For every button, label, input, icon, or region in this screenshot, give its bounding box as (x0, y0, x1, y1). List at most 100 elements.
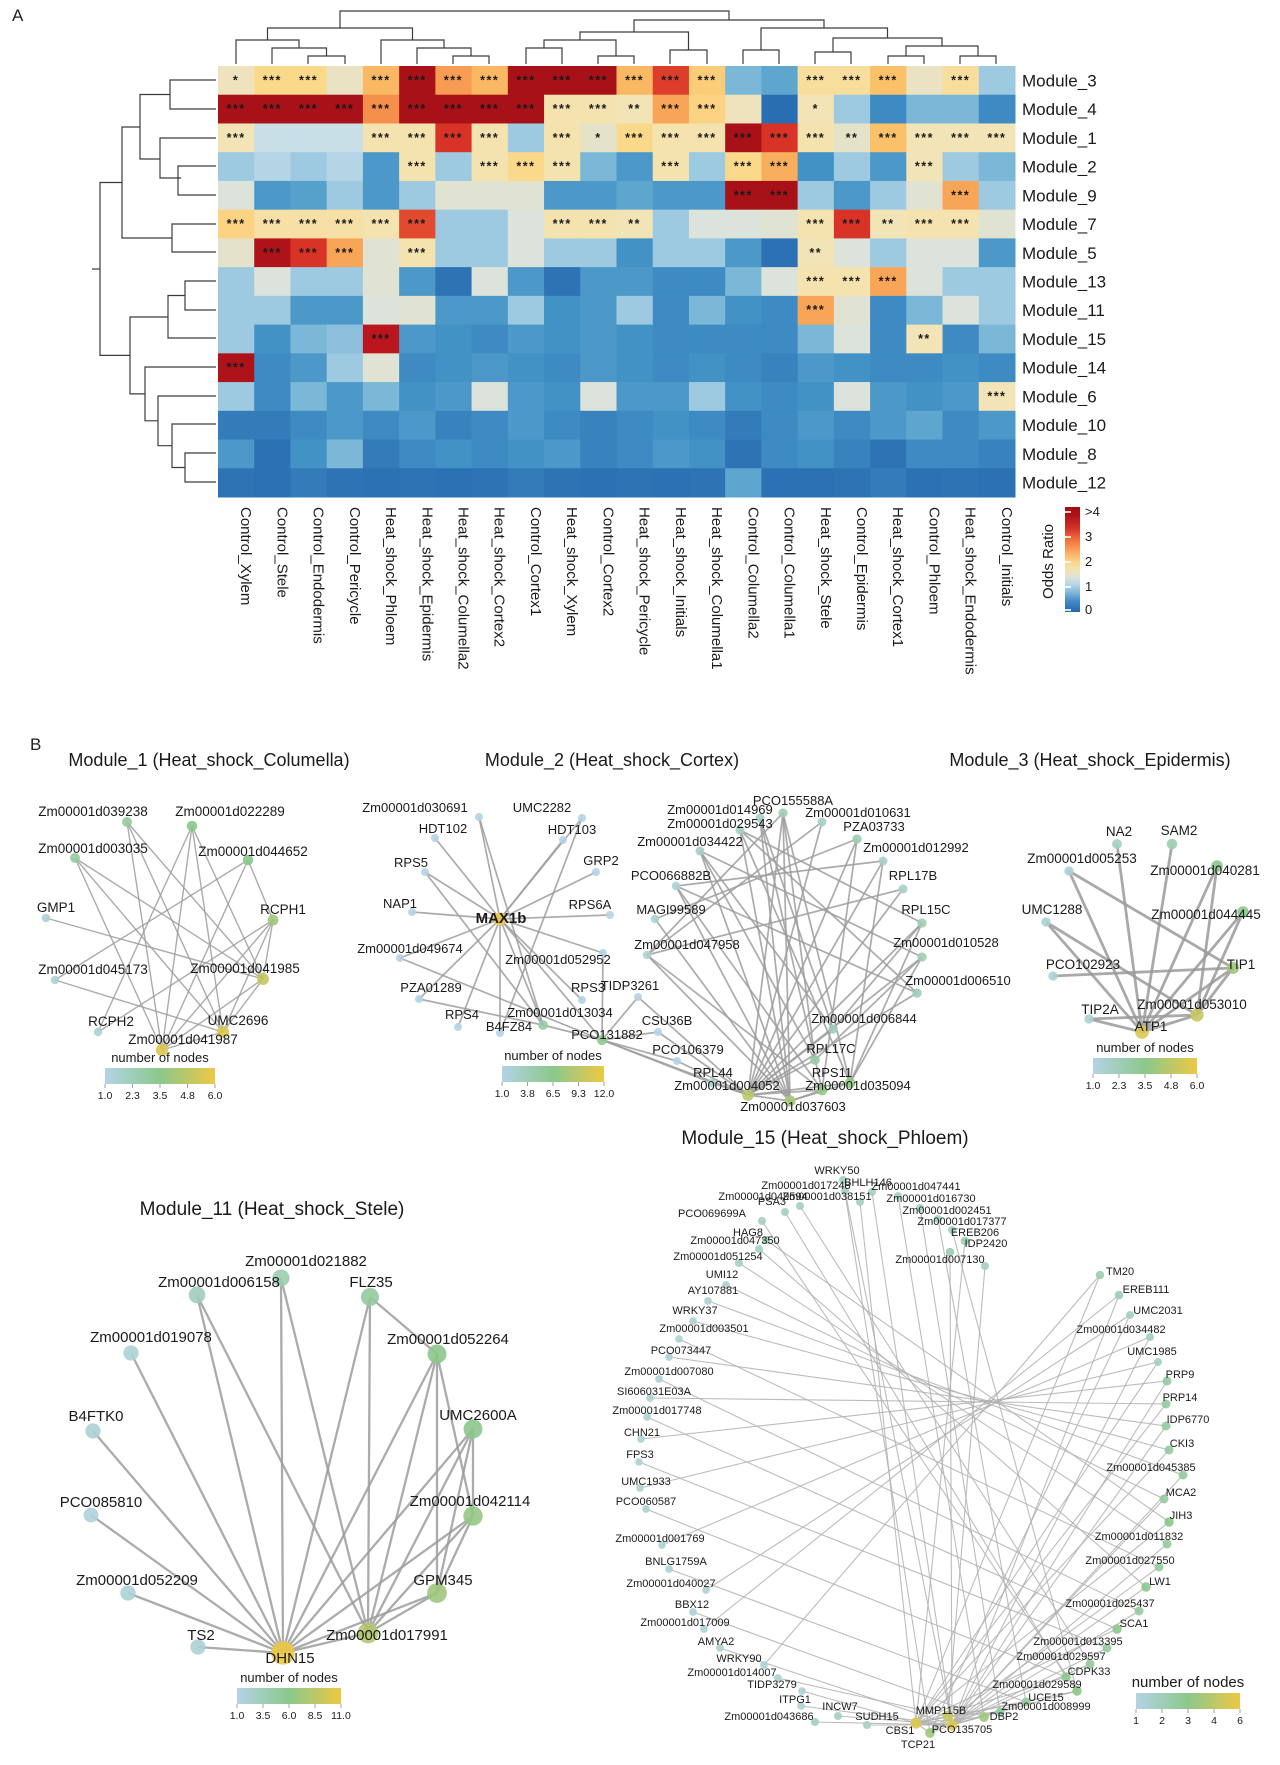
significance-stars-label: *** (915, 217, 934, 231)
heatmap-cell (435, 238, 473, 268)
heatmap-cell (544, 439, 581, 469)
network-node (155, 1043, 169, 1057)
network-node (1161, 1421, 1171, 1431)
node-labels: Zm00001d039238 Zm00001d022289 Zm00001d0030… (37, 804, 308, 1047)
heatmap-cell (833, 66, 871, 96)
heatmap-cell (290, 238, 328, 268)
colorbar-tick-label: 0 (1085, 602, 1092, 617)
network-edge (127, 1591, 284, 1655)
heatmap-cell (399, 94, 436, 124)
heatmap-cell (362, 152, 400, 182)
node-label: PZA03733 (843, 819, 904, 834)
heatmap-cell (362, 295, 400, 326)
column-label: Heat_shock_Cortex2 (491, 507, 508, 647)
heatmap-cell (471, 295, 509, 326)
heatmap-cell (507, 439, 545, 469)
node-label: Zm00001d022289 (175, 804, 285, 819)
dendrogram-branch (669, 49, 708, 64)
heatmap-cell (580, 94, 617, 124)
network-node (917, 918, 927, 928)
network-node (41, 913, 51, 923)
network-edge (399, 918, 501, 959)
significance-stars-label: *** (770, 131, 789, 145)
network-edge (1052, 966, 1234, 978)
network-edge (640, 1380, 1168, 1440)
heatmap-cell (942, 295, 980, 326)
heatmap-cell (326, 410, 364, 441)
significance-stars-label: *** (444, 102, 463, 116)
network-edge (1115, 843, 1144, 1033)
network-node (1211, 860, 1223, 872)
dendrogram-branch (184, 280, 216, 311)
network-node (878, 856, 888, 866)
network-module_15: PCO069699A PSA3Zm00001d049594Zm00001d0172… (612, 1165, 1244, 1751)
node-count-legend: number of nodes 1.0 3.5 6.0 8.5 11.0 (230, 1670, 351, 1722)
network-edge (739, 829, 923, 924)
node-label: RPS3 (571, 980, 605, 995)
network-edge (947, 1265, 986, 1717)
heatmap-cell (218, 209, 255, 239)
network-node (267, 914, 279, 926)
network-node (493, 912, 507, 926)
legend-tick-label: 1.0 (495, 1088, 510, 1100)
legend-tick-label: 6.0 (282, 1710, 297, 1722)
network-edge (657, 1031, 749, 1096)
heatmap-cell (399, 209, 436, 239)
heatmap-cell (616, 123, 654, 153)
node-label: UMC1985 (1127, 1346, 1177, 1358)
column-label: Heat_shock_Stele (817, 507, 834, 629)
heatmap-cell (906, 353, 944, 383)
network-edge (777, 1677, 949, 1717)
node-label: Zm00001d019078 (90, 1329, 212, 1346)
heatmap-cell (544, 238, 581, 268)
top-dendrogram (235, 10, 997, 64)
significance-stars-label: *** (299, 217, 318, 231)
heatmap-cell (725, 180, 762, 211)
heatmap-cell (471, 324, 509, 354)
heatmap-cell (326, 468, 364, 498)
network-edge (1088, 1017, 1143, 1034)
row-label: Module_11 (1022, 301, 1105, 320)
node-label: B4FZ84 (486, 1019, 532, 1034)
significance-stars-label: ** (809, 246, 822, 260)
dendrogram-branch (177, 165, 216, 196)
heatmap-cell (290, 382, 328, 412)
network-edge (1045, 920, 1198, 1017)
network-edge (1088, 1013, 1198, 1021)
network-edge (747, 888, 904, 1096)
significance-stars-label: *** (480, 160, 499, 174)
legend-tick-label: 8.5 (308, 1710, 323, 1722)
network-node (1164, 1517, 1174, 1527)
node-label: PCO066882B (631, 868, 711, 883)
heatmap-cell (870, 353, 907, 383)
heatmap-cell (616, 180, 654, 211)
heatmap-cell (870, 267, 907, 297)
network-node (475, 813, 483, 821)
network-edge (951, 1336, 1151, 1726)
heatmap-cell (870, 209, 907, 239)
network-edges (90, 1277, 475, 1655)
network-edge (411, 911, 501, 920)
heatmap-cell (435, 410, 473, 441)
network-edge (747, 812, 784, 1096)
significance-stars-label: *** (661, 73, 680, 87)
network-node (408, 908, 416, 916)
significance-stars-label: *** (915, 131, 934, 145)
heatmap-cell (833, 267, 871, 297)
heatmap-cell (254, 439, 291, 469)
heatmap-cell (507, 267, 545, 297)
network-node (817, 817, 827, 827)
network-edge (937, 1218, 1027, 1703)
heatmap-cell (942, 180, 980, 211)
heatmap-cell (290, 410, 328, 441)
node-label: UMC2282 (513, 800, 572, 815)
legend-tick-label: 4.8 (180, 1090, 195, 1102)
heatmap-cell (688, 410, 726, 441)
heatmap-cell (906, 123, 944, 153)
legend-tick-label: 2.3 (125, 1090, 140, 1102)
heatmap-cell (254, 94, 291, 124)
heatmap-cell (616, 66, 654, 96)
heatmap-cell (326, 152, 364, 182)
column-label: Control_Stele (273, 507, 290, 598)
heatmap-cell (688, 94, 726, 124)
